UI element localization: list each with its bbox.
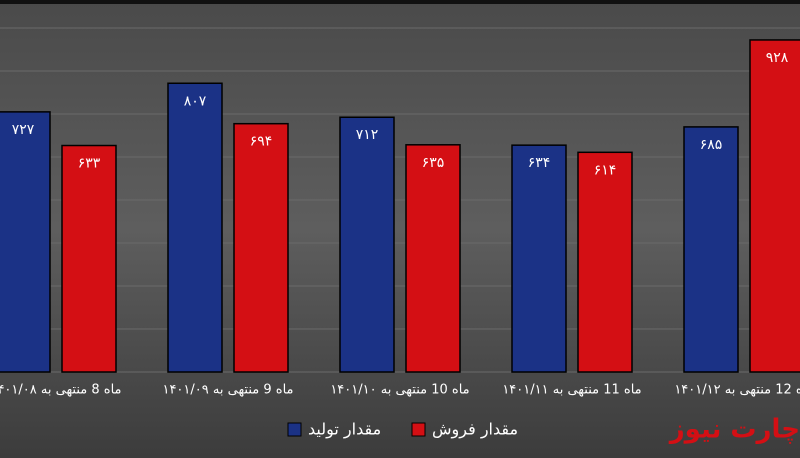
legend-label: مقدار فروش [432, 420, 518, 440]
x-tick-label: ماه 9 منتهی به ۱۴۰۱/۰۹ [162, 383, 293, 398]
x-tick-label: ماه 10 منتهی به ۱۴۰۱/۱۰ [330, 383, 469, 398]
bar [577, 151, 633, 373]
bar [683, 126, 739, 373]
bar [0, 111, 51, 373]
value-label: ۶۳۵ [422, 155, 445, 171]
bar [405, 144, 461, 373]
value-label: ۶۸۵ [700, 137, 723, 153]
value-label: ۸۰۷ [184, 93, 207, 109]
value-label: ۹۲۸ [766, 50, 789, 66]
value-label: ۶۳۴ [528, 155, 551, 171]
value-label: ۷۱۲ [356, 127, 379, 143]
legend-swatch [411, 422, 426, 437]
bar [167, 82, 223, 373]
value-label: ۶۹۴ [250, 134, 273, 150]
x-tick-label: ماه 11 منتهی به ۱۴۰۱/۱۱ [502, 383, 641, 398]
bar [61, 144, 117, 373]
bar [339, 116, 395, 373]
watermark: چارت نیوز [668, 415, 800, 445]
grid [0, 27, 800, 373]
bar [233, 122, 289, 373]
legend-label: مقدار تولید [308, 420, 381, 440]
x-tick-label: ماه 8 منتهی به ۱۴۰۱/۰۸ [0, 383, 122, 398]
bar [749, 39, 800, 373]
bar [511, 144, 567, 373]
top-border [0, 0, 800, 4]
legend-swatch [287, 422, 302, 437]
value-label: ۶۱۴ [594, 162, 617, 178]
value-label: ۷۲۷ [12, 122, 35, 138]
plot: ماه 8 منتهی به ۱۴۰۱/۰۸ ۷۲۷ ۶۳۳ ماه 9 منتهی … [0, 39, 800, 398]
value-label: ۶۳۳ [78, 156, 101, 172]
x-tick-label: ماه 12 منتهی به ۱۴۰۱/۱۲ [674, 383, 800, 398]
